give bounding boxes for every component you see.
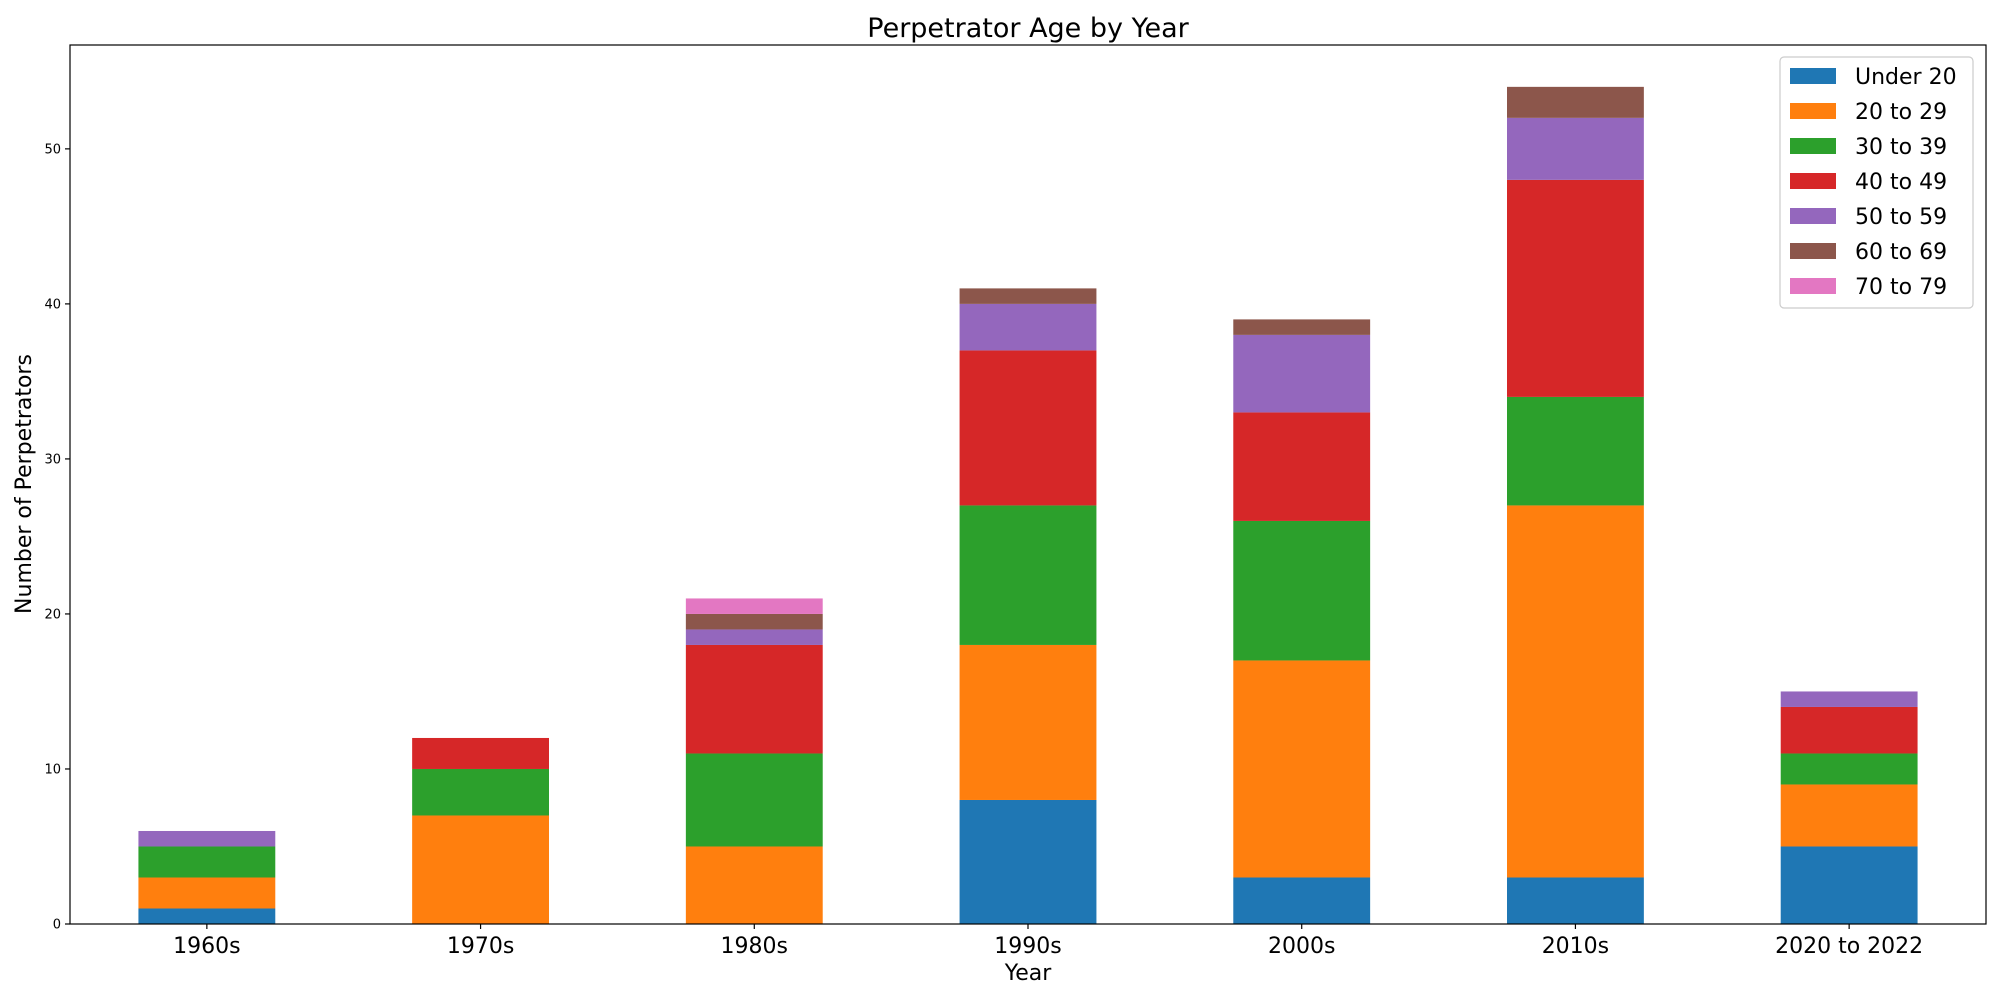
legend-label: 70 to 79 xyxy=(1855,275,1947,300)
bar-segment xyxy=(959,303,1097,351)
x-tick-label: 1970s xyxy=(447,934,514,959)
y-axis-label: Number of Perpetrators xyxy=(12,354,37,614)
bar-segment xyxy=(1780,691,1918,707)
y-tick-label: 30 xyxy=(44,452,61,467)
legend-label: Under 20 xyxy=(1855,65,1957,90)
x-tick-label: 1990s xyxy=(994,934,1061,959)
bar-segment xyxy=(1233,412,1371,521)
y-tick-label: 50 xyxy=(44,142,61,157)
y-tick-label: 40 xyxy=(44,297,61,312)
legend-label: 40 to 49 xyxy=(1855,170,1947,195)
bar-segment xyxy=(685,613,823,630)
legend-label: 20 to 29 xyxy=(1855,100,1947,125)
bar-segment xyxy=(959,350,1097,506)
bar-segment xyxy=(138,830,276,847)
legend-swatch xyxy=(1790,138,1836,154)
bar-segment xyxy=(959,288,1097,304)
legend-swatch xyxy=(1790,243,1836,259)
legend-swatch xyxy=(1790,173,1836,189)
x-tick-label: 1960s xyxy=(173,934,240,959)
legend: Under 20 20 to 29 30 to 39 40 to 49 50 to 59… xyxy=(1779,56,1974,309)
legend-swatch xyxy=(1790,68,1836,84)
x-tick-label: 2010s xyxy=(1542,934,1609,959)
bar-segment xyxy=(959,644,1097,800)
bar-segment xyxy=(1507,117,1644,180)
x-tick-label: 2000s xyxy=(1268,934,1335,959)
legend-swatch xyxy=(1790,103,1836,119)
bar-segment xyxy=(138,846,276,878)
bars-group xyxy=(138,86,1918,924)
bar-segment xyxy=(1233,319,1371,335)
bar-segment xyxy=(138,908,276,924)
bar-segment xyxy=(1233,520,1371,661)
legend-swatch xyxy=(1790,208,1836,224)
bar-segment xyxy=(685,644,823,754)
bar-segment xyxy=(1233,877,1371,924)
bar-segment xyxy=(1233,660,1371,878)
x-axis-ticks: 1960s 1970s 1980s 1990s 2000s 2010s 2020 to 20… xyxy=(173,924,1923,959)
bar-segment xyxy=(1507,396,1644,506)
y-tick-label: 0 xyxy=(53,918,61,933)
bar-segment xyxy=(1507,179,1644,397)
bar-segment xyxy=(1507,86,1644,118)
legend-label: 60 to 69 xyxy=(1855,240,1947,265)
bar-segment xyxy=(959,505,1097,645)
bar-segment xyxy=(1780,706,1918,754)
bar-segment xyxy=(1507,505,1644,878)
legend-label: 30 to 39 xyxy=(1855,135,1947,160)
bar-segment xyxy=(685,598,823,614)
legend-swatch xyxy=(1790,278,1836,294)
y-tick-label: 20 xyxy=(44,607,61,622)
bar-segment xyxy=(412,815,549,924)
bar-segment xyxy=(959,799,1097,924)
bar-segment xyxy=(138,877,276,909)
x-tick-label: 2020 to 2022 xyxy=(1775,934,1923,959)
bar-segment xyxy=(1780,846,1918,924)
x-axis-label: Year xyxy=(1004,961,1053,986)
bar-segment xyxy=(1507,877,1644,924)
bar-segment xyxy=(1233,334,1371,413)
bar-segment xyxy=(685,753,823,847)
chart-title: Perpetrator Age by Year xyxy=(867,13,1189,44)
bar-segment xyxy=(412,768,549,816)
legend-label: 50 to 59 xyxy=(1855,205,1947,230)
x-tick-label: 1980s xyxy=(721,934,788,959)
y-axis-ticks: 0 10 20 30 40 50 xyxy=(44,142,70,933)
bar-segment xyxy=(1780,784,1918,847)
y-tick-label: 10 xyxy=(44,762,61,777)
bar-segment xyxy=(1780,753,1918,785)
bar-segment xyxy=(412,737,549,769)
bar-segment xyxy=(685,846,823,924)
bar-segment xyxy=(685,629,823,645)
